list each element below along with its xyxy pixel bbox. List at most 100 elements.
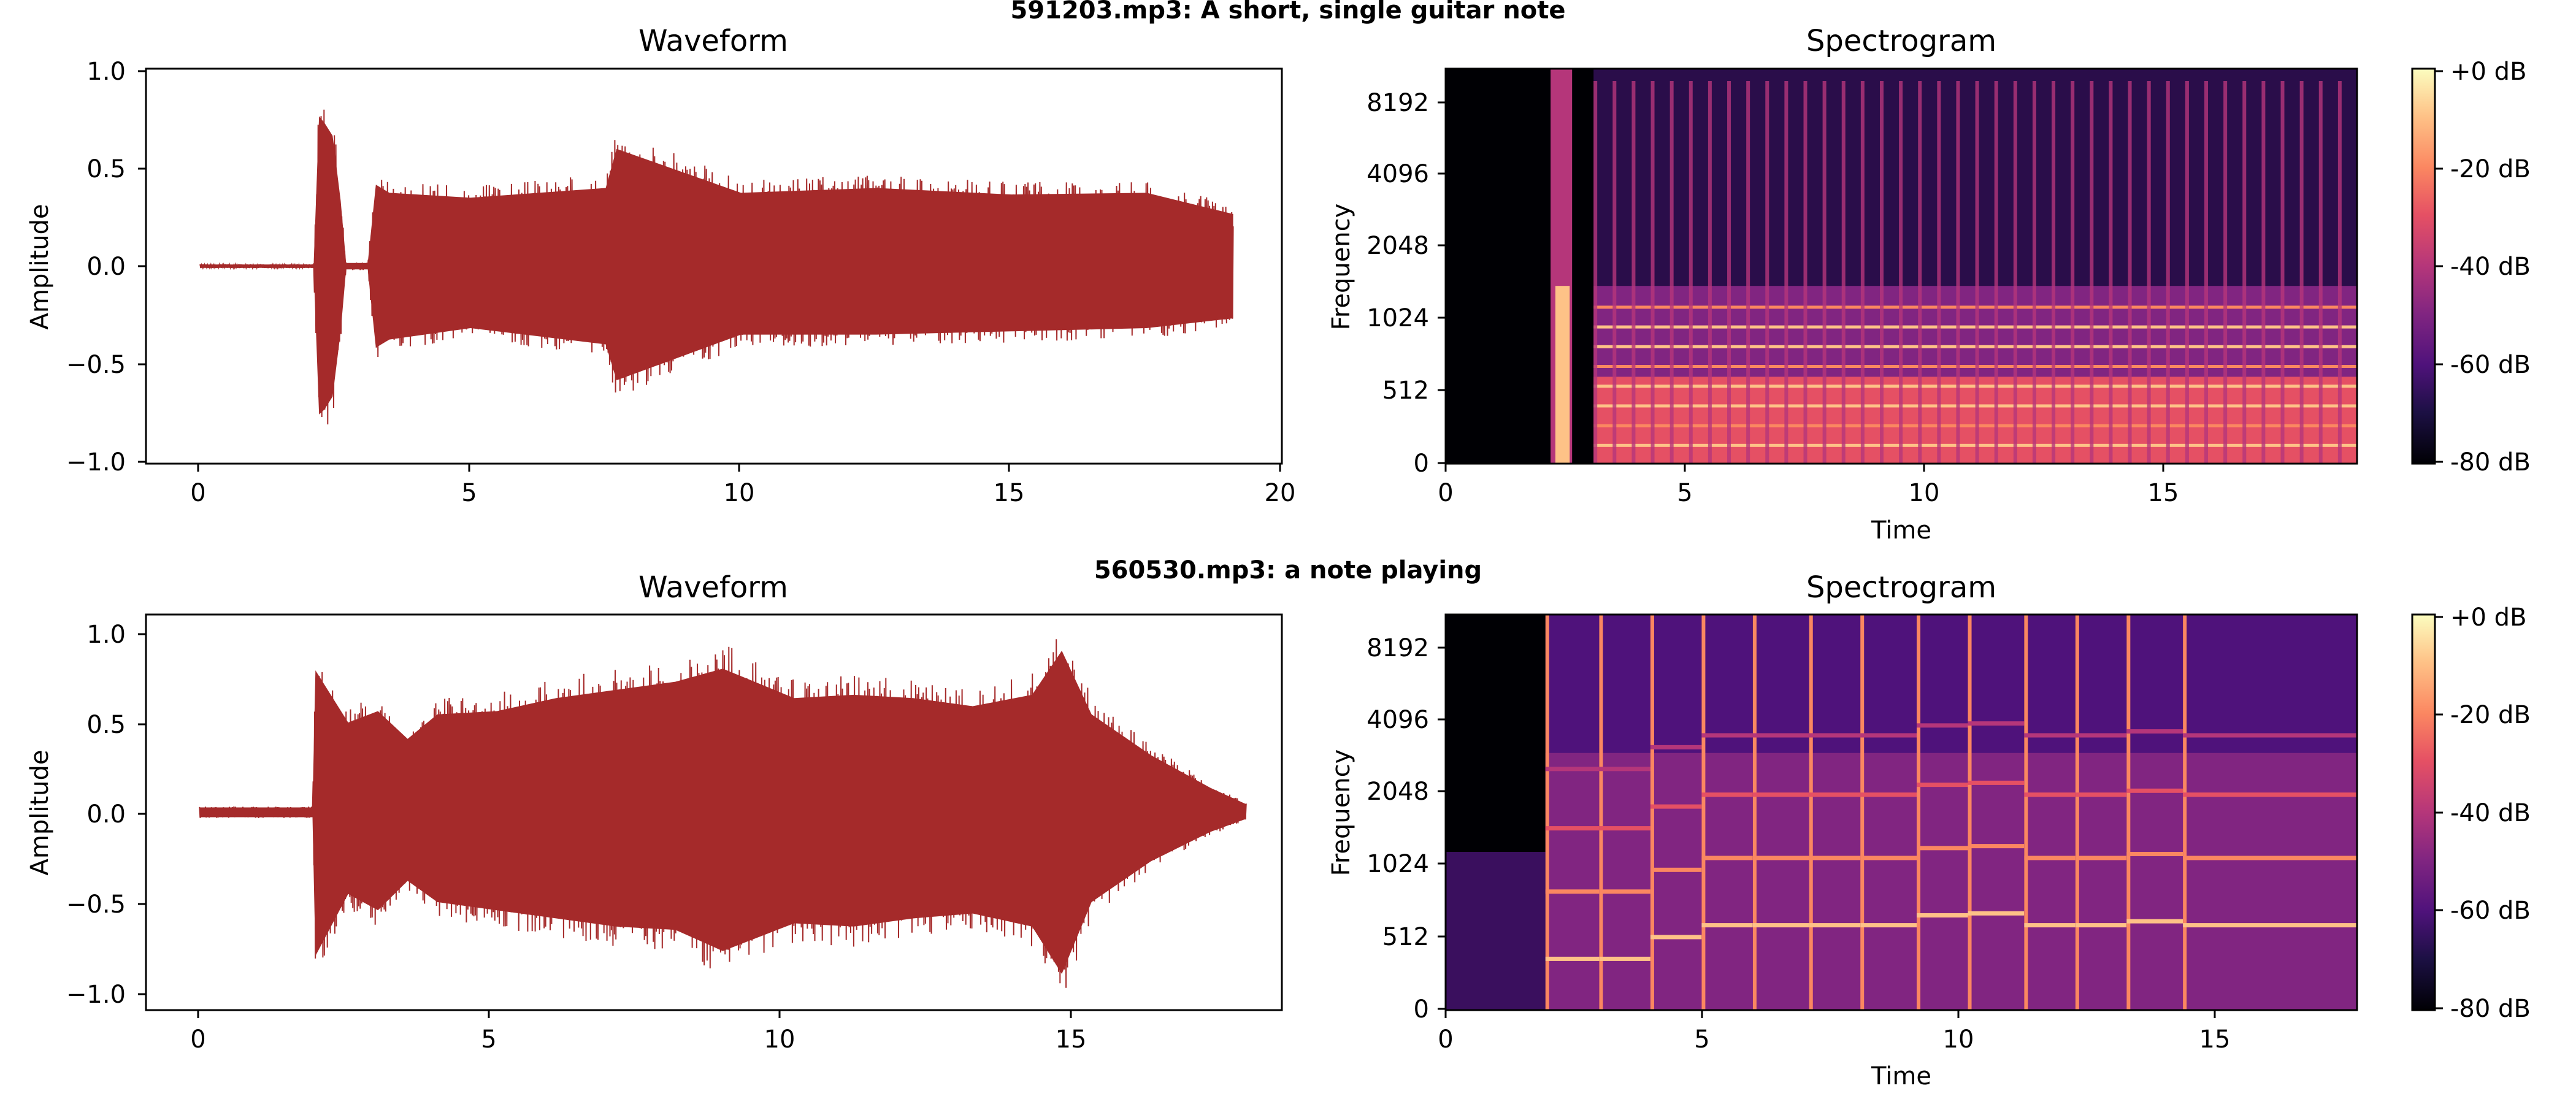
panel-2-colorbar-tick: +0 dB xyxy=(2450,603,2527,632)
spectrogram-harmonic xyxy=(2183,923,2357,928)
panel-1-spectrogram-ytick: 4096 xyxy=(1367,160,1429,188)
spectrogram-harmonic xyxy=(1650,935,1702,940)
panel-1-waveform-plot xyxy=(199,109,1234,425)
spectrogram-harmonic xyxy=(1545,826,1600,831)
spectrogram-onset xyxy=(2242,81,2247,464)
spectrogram-note-body xyxy=(2024,753,2076,1010)
panel-1-colorbar-tick: +0 dB xyxy=(2450,58,2527,86)
spectrogram-harmonic xyxy=(2126,852,2183,856)
panel-1-colorbar-tick: -20 dB xyxy=(2450,155,2531,183)
panel-2-waveform-ytick: 1.0 xyxy=(86,621,126,649)
spectrogram-onset xyxy=(1860,615,1865,1010)
spectrogram-harmonic xyxy=(2183,856,2357,860)
spectrogram-harmonic xyxy=(1599,889,1650,894)
spectrogram-note-body xyxy=(1599,753,1650,1010)
spectrogram-harmonic xyxy=(1650,804,1702,809)
spectrogram-onset xyxy=(1746,81,1750,464)
panel-1-waveform-ytick: 0.5 xyxy=(86,155,126,183)
spectrogram-onset xyxy=(1593,81,1598,464)
panel-1-waveform-xtick: 15 xyxy=(994,479,1025,507)
spectrogram-onset xyxy=(2109,81,2113,464)
spectrogram-onset xyxy=(2183,615,2187,1010)
spectrogram-onset xyxy=(1689,81,1693,464)
panel-1-colorbar-tick: -40 dB xyxy=(2450,253,2531,281)
panel-1-waveform-ytick: −0.5 xyxy=(66,351,126,379)
spectrogram-onset xyxy=(2024,615,2028,1010)
spectrogram-onset xyxy=(1708,81,1712,464)
spectrogram-harmonic xyxy=(1545,767,1600,772)
panel-2-spectrogram-xtick: 10 xyxy=(1943,1025,1974,1054)
panel-2-waveform-frame xyxy=(145,613,1283,1011)
spectrogram-harmonic xyxy=(1968,780,2025,785)
panel-2-spectrogram-xtick: 0 xyxy=(1438,1025,1453,1054)
spectrogram-note-body xyxy=(1650,753,1702,1010)
spectrogram-onset xyxy=(1650,615,1654,1010)
spectrogram-note-body xyxy=(1701,753,1753,1010)
spectrogram-onset xyxy=(2261,81,2266,464)
spectrogram-noise xyxy=(1446,852,1546,1010)
panel-2-waveform-plot xyxy=(199,639,1247,988)
spectrogram-harmonic xyxy=(1917,846,1968,851)
panel-2-spectrogram-plot xyxy=(1446,615,2357,1010)
panel-1-spectrogram-title: Spectrogram xyxy=(1806,24,1996,58)
panel-2-spectrogram-xticks: 0 5 10 15 xyxy=(1438,1010,2230,1054)
spectrogram-harmonic xyxy=(2024,856,2076,860)
spectrogram-onset xyxy=(1956,81,1960,464)
spectrogram-onset xyxy=(1701,615,1706,1010)
panel-1-colorbar-tick: -80 dB xyxy=(2450,448,2531,477)
panel-1-spectrogram: Spectrogram Frequency Time 8192 4096 204… xyxy=(1327,24,2358,545)
spectrogram-harmonic xyxy=(2075,856,2127,860)
spectrogram-onset xyxy=(1599,615,1603,1010)
spectrogram-onset xyxy=(1975,81,1979,464)
spectrogram-silence xyxy=(1446,69,1551,464)
spectrogram-onset xyxy=(2126,615,2131,1010)
spectrogram-harmonic xyxy=(2024,923,2076,928)
spectrogram-onset xyxy=(1899,81,1903,464)
spectrogram-harmonic xyxy=(2024,792,2076,797)
spectrogram-onset xyxy=(2337,81,2342,464)
panel-2-waveform-ylabel: Amplitude xyxy=(26,750,54,876)
panel-1-spectrogram-xtick: 10 xyxy=(1909,479,1940,507)
spectrogram-silence xyxy=(1572,69,1594,464)
panel-1-waveform-xtick: 10 xyxy=(724,479,755,507)
spectrogram-harmonic xyxy=(1545,956,1600,961)
panel-1-title: 591203.mp3: A short, single guitar note xyxy=(1010,0,1565,25)
panel-1-spectrogram-ytick: 2048 xyxy=(1367,232,1429,260)
spectrogram-harmonic xyxy=(1917,723,1968,728)
panel-2-title: 560530.mp3: a note playing xyxy=(1094,556,1482,584)
spectrogram-harmonic xyxy=(1701,733,1753,738)
panel-2-waveform-xticks: 0 5 10 15 xyxy=(190,1010,1086,1054)
spectrogram-harmonic xyxy=(1968,911,2025,916)
panel-1-waveform-yticks: 1.0 0.5 0.0 −0.5 −1.0 xyxy=(66,58,146,477)
spectrogram-onset xyxy=(1918,81,1922,464)
panel-2-waveform-ytick: −1.0 xyxy=(66,981,126,1009)
panel-1-waveform-title: Waveform xyxy=(638,24,788,58)
panel-1-waveform: Waveform Amplitude 1.0 0.5 0.0 −0.5 −1.0 xyxy=(26,24,1295,507)
spectrogram-note-body xyxy=(2183,753,2357,1010)
spectrogram-harmonic xyxy=(2183,733,2357,738)
panel-2-waveform-xtick: 10 xyxy=(764,1025,795,1054)
panel-1-spectrogram-xticks: 0 5 10 15 xyxy=(1438,464,2179,507)
panel-1-colorbar: +0 dB -20 dB -40 dB -60 dB -80 dB xyxy=(2411,58,2531,477)
spectrogram-harmonic xyxy=(1650,745,1702,749)
panel-2-spectrogram-title: Spectrogram xyxy=(1806,570,1996,605)
panel-1-colorbar-tick: -60 dB xyxy=(2450,351,2531,379)
spectrogram-onset xyxy=(1809,615,1813,1010)
panel-2-spectrogram-yticks: 8192 4096 2048 1024 512 0 xyxy=(1367,634,1446,1024)
spectrogram-note-body xyxy=(1917,753,1968,1010)
panel-1-waveform-ylabel: Amplitude xyxy=(26,204,54,330)
panel-2-colorbar: +0 dB -20 dB -40 dB -60 dB -80 dB xyxy=(2411,603,2531,1023)
panel-2-spectrogram-xlabel: Time xyxy=(1871,1062,1931,1090)
panel-1-waveform-xtick: 5 xyxy=(461,479,477,507)
spectrogram-harmonic xyxy=(1809,733,1861,738)
spectrogram-harmonic xyxy=(1599,826,1650,831)
panel-1-colorbar-gradient xyxy=(2411,67,2436,465)
spectrogram-onset xyxy=(1879,81,1884,464)
panel-2-spectrogram-xtick: 5 xyxy=(1694,1025,1709,1054)
spectrogram-onset xyxy=(1612,81,1617,464)
spectrogram-onset xyxy=(2280,81,2285,464)
panel-2-spectrogram-ytick: 4096 xyxy=(1367,706,1429,734)
spectrogram-harmonic xyxy=(2075,792,2127,797)
spectrogram-onset xyxy=(2223,81,2228,464)
spectrogram-onset xyxy=(2052,81,2056,464)
